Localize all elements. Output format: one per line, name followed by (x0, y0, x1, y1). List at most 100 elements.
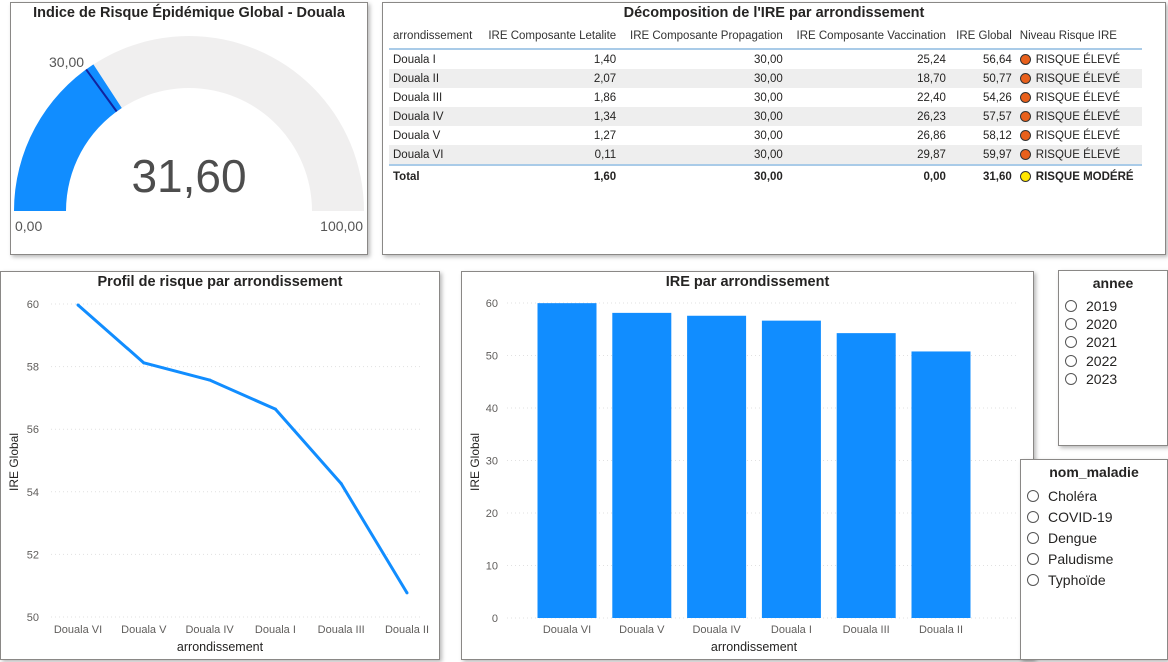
annee-slicer-title: annee (1092, 275, 1134, 291)
gauge-target-marker (85, 68, 118, 113)
table-row[interactable]: Douala III 1,86 30,00 22,40 54,26 RISQUE… (389, 88, 1142, 107)
cell-niveau-risque: RISQUE ÉLEVÉ (1016, 88, 1142, 107)
table-row[interactable]: Douala VI 0,11 30,00 29,87 59,97 RISQUE … (389, 145, 1142, 165)
total-label: Total (389, 164, 480, 186)
risk-level-label: RISQUE ÉLEVÉ (1035, 91, 1121, 104)
column-header-propagation[interactable]: IRE Composante Propagation (620, 25, 787, 50)
x-tick-label: Douala V (121, 624, 167, 636)
radio-button[interactable] (1027, 511, 1039, 524)
radio-button[interactable] (1027, 573, 1039, 586)
maladie-option[interactable]: Dengue (1027, 528, 1113, 549)
bar (687, 315, 747, 618)
risk-level-label: RISQUE ÉLEVÉ (1035, 53, 1121, 66)
radio-button[interactable] (1065, 372, 1077, 385)
annee-option[interactable]: 2020 (1065, 315, 1117, 333)
annee-option-label: 2019 (1086, 298, 1118, 315)
gauge-target-label: 30,00 (49, 54, 85, 70)
cell-letalite: 1,34 (479, 107, 621, 126)
column-header-arrondissement[interactable]: arrondissement (389, 25, 480, 50)
radio-button[interactable] (1065, 354, 1077, 367)
table-row[interactable]: Douala V 1,27 30,00 26,86 58,12 RISQUE É… (389, 126, 1142, 145)
y-tick-label: 10 (486, 561, 498, 573)
annee-option[interactable]: 2019 (1065, 297, 1117, 315)
radio-button[interactable] (1065, 336, 1077, 349)
y-tick-label: 60 (27, 299, 39, 311)
table-row[interactable]: Douala I 1,40 30,00 25,24 56,64 RISQUE É… (389, 49, 1142, 69)
annee-option-label: 2021 (1086, 334, 1118, 351)
nom-maladie-slicer-title: nom_maladie (1049, 464, 1139, 480)
y-tick-label: 52 (27, 549, 39, 561)
bar-chart[interactable]: 0 10 20 30 40 50 60 Douala VI Douala V Douala IV D… (462, 272, 1033, 659)
cell-vaccination: 26,23 (786, 107, 950, 126)
column-header-vaccination[interactable]: IRE Composante Vaccination (786, 25, 950, 50)
maladie-option-label: Dengue (1048, 529, 1098, 546)
cell-ire-global: 54,26 (983, 91, 1012, 104)
data-point (339, 482, 343, 486)
y-tick-label: 56 (27, 424, 39, 436)
bar (761, 320, 821, 618)
risk-level-label: RISQUE ÉLEVÉ (1035, 148, 1121, 161)
bar-chart-title: IRE par arrondissement (665, 274, 830, 290)
column-header-niveau-risque[interactable]: Niveau Risque IRE (1015, 25, 1142, 50)
maladie-option-label: COVID-19 (1048, 509, 1113, 526)
gauge-fill (14, 64, 122, 212)
x-tick-label: Douala III (318, 624, 365, 636)
risk-level-label: RISQUE ÉLEVÉ (1035, 129, 1121, 142)
cell-niveau-risque: RISQUE ÉLEVÉ (1016, 126, 1142, 145)
bar (836, 333, 896, 618)
table-header-row: arrondissement IRE Composante Letalite I… (389, 25, 1142, 50)
gauge-min-label: 0,00 (15, 218, 43, 234)
x-tick-label: Douala IV (692, 624, 741, 636)
cell-propagation: 30,00 (754, 53, 783, 66)
maladie-option-label: Paludisme (1048, 550, 1114, 567)
annee-option[interactable]: 2023 (1065, 370, 1117, 388)
maladie-option[interactable]: Typhoïde (1027, 569, 1113, 590)
cell-ire-global: 56,64 (983, 53, 1012, 66)
total-vaccination: 0,00 (786, 164, 950, 186)
table-row[interactable]: Douala IV 1,34 30,00 26,23 57,57 RISQUE … (389, 107, 1142, 126)
maladie-option[interactable]: Choléra (1027, 486, 1113, 507)
radio-button[interactable] (1065, 300, 1077, 313)
radio-button[interactable] (1027, 552, 1039, 565)
y-tick-label: 20 (486, 508, 498, 520)
bar (612, 312, 672, 618)
y-tick-label: 0 (492, 613, 498, 625)
cell-propagation: 30,00 (754, 91, 783, 104)
radio-button[interactable] (1027, 531, 1039, 544)
y-tick-label: 50 (486, 351, 498, 363)
risk-level-dot-icon (1019, 91, 1031, 103)
column-header-ire-global[interactable]: IRE Global (949, 25, 1016, 50)
radio-button[interactable] (1027, 490, 1039, 503)
cell-arrondissement: Douala II (389, 69, 480, 88)
x-tick-label: Douala VI (543, 624, 591, 636)
annee-option[interactable]: 2022 (1065, 352, 1117, 370)
risk-level-dot-icon (1019, 110, 1031, 122)
annee-option[interactable]: 2021 (1065, 333, 1117, 351)
x-tick-label: Douala II (919, 624, 963, 636)
risk-level-dot-icon (1019, 53, 1031, 65)
series-line (77, 303, 409, 594)
cell-vaccination: 29,87 (786, 145, 950, 165)
radio-button[interactable] (1065, 318, 1077, 331)
cell-ire-global: 50,77 (949, 69, 1016, 88)
annee-option-label: 2022 (1086, 352, 1118, 369)
maladie-option[interactable]: Paludisme (1027, 548, 1113, 569)
line-chart[interactable]: 50 52 54 56 58 60 Douala VI Douala V Douala IV Do… (1, 272, 439, 659)
column-header-letalite[interactable]: IRE Composante Letalite (479, 25, 621, 50)
risk-level-label: RISQUE ÉLEVÉ (1035, 110, 1121, 123)
gauge-chart (14, 36, 364, 212)
x-tick-label: Douala I (771, 624, 812, 636)
maladie-option[interactable]: COVID-19 (1027, 507, 1113, 528)
table-title: Décomposition de l'IRE par arrondissemen… (623, 5, 925, 21)
total-letalite: 1,60 (479, 164, 621, 186)
risk-level-label: RISQUE ÉLEVÉ (1035, 72, 1121, 85)
bar-chart-card: IRE par arrondissement 0 10 20 30 40 50 60 Doua… (461, 271, 1034, 660)
table-row[interactable]: Douala II 2,07 30,00 18,70 50,77 RISQUE … (389, 69, 1142, 88)
data-point (405, 591, 409, 595)
total-propagation: 30,00 (620, 164, 787, 186)
cell-vaccination: 25,24 (917, 53, 946, 66)
cell-vaccination: 26,86 (917, 129, 946, 142)
total-ire-global: 31,60 (949, 164, 1016, 186)
cell-propagation: 30,00 (754, 129, 783, 142)
cell-arrondissement: Douala V (393, 129, 441, 142)
